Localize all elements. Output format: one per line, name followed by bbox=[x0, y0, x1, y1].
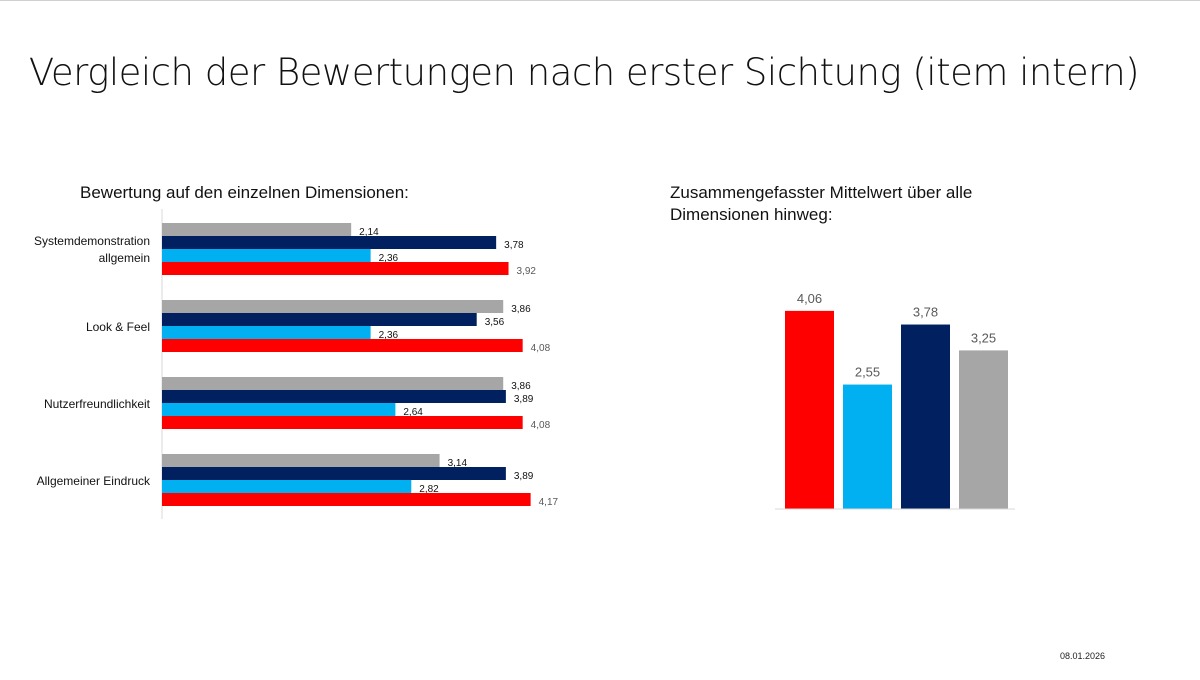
data-label: 3,56 bbox=[485, 317, 505, 328]
data-label: 4,08 bbox=[531, 420, 551, 431]
bar bbox=[162, 480, 412, 493]
data-label: 3,89 bbox=[514, 471, 534, 482]
bar bbox=[959, 350, 1008, 509]
category-label: Systemdemonstration bbox=[34, 234, 150, 248]
data-label: 3,92 bbox=[517, 266, 537, 277]
bar bbox=[162, 454, 440, 467]
category-label: allgemein bbox=[99, 251, 150, 265]
bar bbox=[162, 236, 497, 249]
bar bbox=[162, 223, 352, 236]
data-label: 2,64 bbox=[403, 407, 423, 418]
data-label: 3,78 bbox=[913, 305, 938, 320]
bar bbox=[162, 300, 504, 313]
bar bbox=[843, 384, 892, 509]
data-label: 3,78 bbox=[504, 240, 524, 251]
data-label: 4,08 bbox=[531, 343, 551, 354]
bar bbox=[901, 324, 950, 509]
data-label: 4,06 bbox=[797, 291, 822, 306]
bar bbox=[162, 403, 396, 416]
data-label: 2,36 bbox=[379, 253, 399, 264]
bar bbox=[785, 310, 834, 509]
data-label: 2,82 bbox=[419, 484, 439, 495]
data-label: 2,55 bbox=[855, 365, 880, 380]
category-label: Nutzerfreundlichkeit bbox=[44, 397, 151, 411]
slide-date: 08.01.2026 bbox=[1060, 651, 1106, 661]
data-label: 3,25 bbox=[971, 330, 996, 345]
bar bbox=[162, 390, 506, 403]
data-label: 2,36 bbox=[379, 330, 399, 341]
data-label: 4,17 bbox=[539, 497, 559, 508]
left-chart-title: Bewertung auf den einzelnen Dimensionen: bbox=[80, 183, 409, 202]
bar bbox=[162, 339, 523, 352]
category-label: Allgemeiner Eindruck bbox=[37, 474, 151, 488]
bar bbox=[162, 416, 523, 429]
data-label: 3,14 bbox=[448, 458, 468, 469]
data-label: 2,14 bbox=[359, 227, 379, 238]
right-chart-title: Zusammengefasster Mittelwert über alle D… bbox=[670, 183, 973, 224]
bar bbox=[162, 249, 371, 262]
bar bbox=[162, 377, 504, 390]
data-label: 3,89 bbox=[514, 394, 534, 405]
bar bbox=[162, 326, 371, 339]
data-label: 3,86 bbox=[511, 381, 531, 392]
data-label: 3,86 bbox=[511, 304, 531, 315]
bar bbox=[162, 493, 531, 506]
bar bbox=[162, 467, 506, 480]
bar bbox=[162, 262, 509, 275]
slide-title: Vergleich der Bewertungen nach erster Si… bbox=[28, 51, 1140, 94]
category-label: Look & Feel bbox=[86, 320, 150, 334]
bar bbox=[162, 313, 477, 326]
